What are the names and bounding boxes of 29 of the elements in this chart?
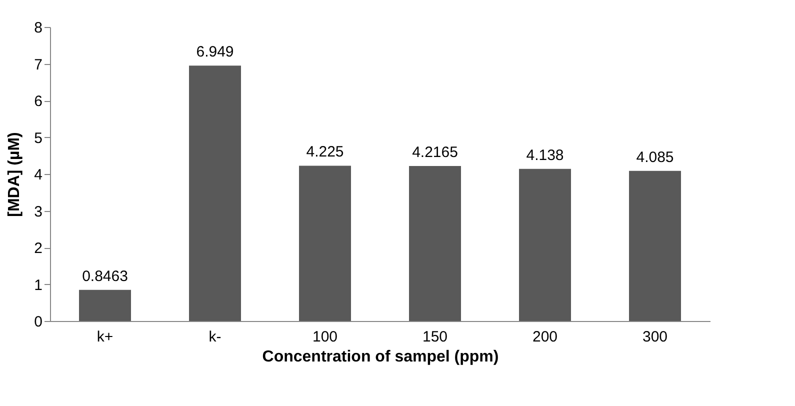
y-tick-label: 1: [34, 276, 42, 294]
y-tick-label: 0: [34, 314, 42, 330]
data-label: 4.138: [526, 146, 564, 164]
y-tick-label: 3: [34, 203, 42, 220]
x-tick-label: k-: [208, 328, 222, 346]
y-tick-label: 6: [34, 93, 42, 110]
bar: [629, 170, 681, 321]
data-label: 6.949: [196, 44, 234, 61]
y-axis-title: [MDA] (µM): [6, 132, 24, 217]
x-tick-label: 200: [532, 328, 558, 346]
x-tick-label: 300: [642, 328, 668, 346]
y-tick-label: 5: [34, 130, 42, 147]
x-axis-title: Concentration of sampel (ppm): [262, 348, 499, 366]
bar: [299, 166, 351, 321]
bar: [519, 168, 571, 321]
y-tick-label: 4: [34, 166, 42, 184]
data-label: 4.2165: [412, 144, 458, 162]
x-tick-label: 100: [312, 328, 338, 346]
data-label: 4.225: [306, 144, 344, 161]
bar: [409, 166, 461, 321]
data-label: 4.085: [636, 148, 674, 166]
y-tick-label: 7: [34, 56, 42, 74]
x-tick-label: k+: [96, 328, 114, 346]
y-tick-label: 2: [34, 240, 42, 257]
data-label: 0.8463: [82, 268, 128, 285]
bar: [189, 66, 241, 321]
x-tick-label: 150: [422, 328, 448, 346]
y-tick-label: 8: [34, 20, 42, 36]
bar: [79, 290, 131, 321]
